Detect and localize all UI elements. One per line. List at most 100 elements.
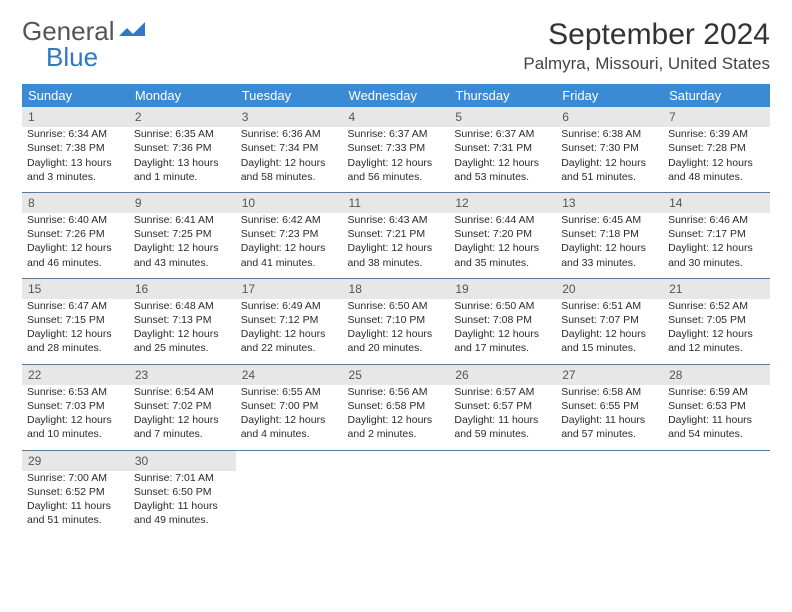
sunrise-text: Sunrise: 6:58 AM [561,385,658,399]
daylight-text: Daylight: 11 hours and 51 minutes. [27,499,124,527]
sunset-text: Sunset: 7:21 PM [348,227,445,241]
day-cell: Sunrise: 6:46 AMSunset: 7:17 PMDaylight:… [663,213,770,278]
daynum-row: 2930 [22,450,770,471]
day-number [556,450,663,471]
daylight-text: Daylight: 12 hours and 46 minutes. [27,241,124,269]
day-cell [449,471,556,536]
sunset-text: Sunset: 7:03 PM [27,399,124,413]
daylight-text: Daylight: 12 hours and 4 minutes. [241,413,338,441]
day-cell [663,471,770,536]
sunrise-text: Sunrise: 7:01 AM [134,471,231,485]
month-title: September 2024 [523,18,770,52]
day-number: 24 [236,364,343,385]
day-cell [556,471,663,536]
sunset-text: Sunset: 6:52 PM [27,485,124,499]
logo-text-blue: Blue [46,42,98,73]
sunrise-text: Sunrise: 6:46 AM [668,213,765,227]
day-header: Saturday [663,84,770,107]
sunset-text: Sunset: 6:58 PM [348,399,445,413]
day-number: 7 [663,107,770,127]
sunrise-text: Sunrise: 6:42 AM [241,213,338,227]
sunset-text: Sunset: 7:31 PM [454,141,551,155]
sunrise-text: Sunrise: 6:36 AM [241,127,338,141]
day-cell: Sunrise: 6:34 AMSunset: 7:38 PMDaylight:… [22,127,129,192]
sunrise-text: Sunrise: 6:43 AM [348,213,445,227]
sunset-text: Sunset: 7:26 PM [27,227,124,241]
daynum-row: 22232425262728 [22,364,770,385]
sunset-text: Sunset: 7:20 PM [454,227,551,241]
daylight-text: Daylight: 12 hours and 43 minutes. [134,241,231,269]
day-number: 3 [236,107,343,127]
daylight-text: Daylight: 12 hours and 35 minutes. [454,241,551,269]
sunrise-text: Sunrise: 6:41 AM [134,213,231,227]
day-number: 23 [129,364,236,385]
day-cell: Sunrise: 6:58 AMSunset: 6:55 PMDaylight:… [556,385,663,450]
day-cell: Sunrise: 6:39 AMSunset: 7:28 PMDaylight:… [663,127,770,192]
calendar-body: 1234567Sunrise: 6:34 AMSunset: 7:38 PMDa… [22,107,770,535]
sunrise-text: Sunrise: 6:38 AM [561,127,658,141]
sunset-text: Sunset: 7:13 PM [134,313,231,327]
daylight-text: Daylight: 12 hours and 12 minutes. [668,327,765,355]
sunrise-text: Sunrise: 6:59 AM [668,385,765,399]
daylight-text: Daylight: 12 hours and 7 minutes. [134,413,231,441]
day-number: 26 [449,364,556,385]
day-cell: Sunrise: 6:48 AMSunset: 7:13 PMDaylight:… [129,299,236,364]
sunset-text: Sunset: 7:02 PM [134,399,231,413]
day-header: Sunday [22,84,129,107]
day-cell: Sunrise: 6:38 AMSunset: 7:30 PMDaylight:… [556,127,663,192]
content-row: Sunrise: 6:40 AMSunset: 7:26 PMDaylight:… [22,213,770,278]
day-cell: Sunrise: 6:53 AMSunset: 7:03 PMDaylight:… [22,385,129,450]
day-cell: Sunrise: 6:40 AMSunset: 7:26 PMDaylight:… [22,213,129,278]
sunrise-text: Sunrise: 6:47 AM [27,299,124,313]
title-block: September 2024 Palmyra, Missouri, United… [523,18,770,74]
day-header: Monday [129,84,236,107]
sunset-text: Sunset: 7:28 PM [668,141,765,155]
day-number: 9 [129,192,236,213]
day-number: 25 [343,364,450,385]
day-number: 30 [129,450,236,471]
sunset-text: Sunset: 6:57 PM [454,399,551,413]
daynum-row: 1234567 [22,107,770,127]
sunrise-text: Sunrise: 6:55 AM [241,385,338,399]
day-number: 13 [556,192,663,213]
day-number: 6 [556,107,663,127]
day-cell: Sunrise: 6:50 AMSunset: 7:08 PMDaylight:… [449,299,556,364]
content-row: Sunrise: 7:00 AMSunset: 6:52 PMDaylight:… [22,471,770,536]
sunrise-text: Sunrise: 7:00 AM [27,471,124,485]
sunset-text: Sunset: 6:50 PM [134,485,231,499]
day-number: 27 [556,364,663,385]
logo-wave-icon [119,22,145,40]
daynum-row: 891011121314 [22,192,770,213]
sunrise-text: Sunrise: 6:34 AM [27,127,124,141]
sunset-text: Sunset: 7:17 PM [668,227,765,241]
daylight-text: Daylight: 11 hours and 57 minutes. [561,413,658,441]
sunset-text: Sunset: 7:23 PM [241,227,338,241]
sunrise-text: Sunrise: 6:45 AM [561,213,658,227]
daylight-text: Daylight: 12 hours and 33 minutes. [561,241,658,269]
sunset-text: Sunset: 7:38 PM [27,141,124,155]
day-cell: Sunrise: 6:41 AMSunset: 7:25 PMDaylight:… [129,213,236,278]
day-cell: Sunrise: 6:57 AMSunset: 6:57 PMDaylight:… [449,385,556,450]
sunset-text: Sunset: 7:25 PM [134,227,231,241]
daylight-text: Daylight: 12 hours and 22 minutes. [241,327,338,355]
sunrise-text: Sunrise: 6:44 AM [454,213,551,227]
day-cell: Sunrise: 6:54 AMSunset: 7:02 PMDaylight:… [129,385,236,450]
content-row: Sunrise: 6:53 AMSunset: 7:03 PMDaylight:… [22,385,770,450]
day-number [236,450,343,471]
day-header: Thursday [449,84,556,107]
sunrise-text: Sunrise: 6:48 AM [134,299,231,313]
location: Palmyra, Missouri, United States [523,54,770,74]
day-cell: Sunrise: 6:56 AMSunset: 6:58 PMDaylight:… [343,385,450,450]
logo-text-general: General [22,18,115,44]
sunset-text: Sunset: 7:05 PM [668,313,765,327]
sunrise-text: Sunrise: 6:51 AM [561,299,658,313]
day-cell: Sunrise: 6:51 AMSunset: 7:07 PMDaylight:… [556,299,663,364]
sunset-text: Sunset: 7:34 PM [241,141,338,155]
sunset-text: Sunset: 7:18 PM [561,227,658,241]
sunrise-text: Sunrise: 6:39 AM [668,127,765,141]
day-header: Wednesday [343,84,450,107]
day-number: 29 [22,450,129,471]
logo: General [22,18,145,44]
day-cell: Sunrise: 6:43 AMSunset: 7:21 PMDaylight:… [343,213,450,278]
day-cell: Sunrise: 6:55 AMSunset: 7:00 PMDaylight:… [236,385,343,450]
